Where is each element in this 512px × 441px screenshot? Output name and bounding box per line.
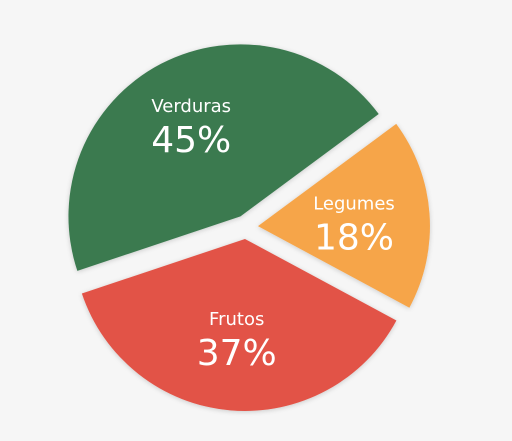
slice-legumes-wedge: [257, 123, 430, 308]
slice-frutos-label: Frutos: [209, 309, 264, 330]
slice-verduras-value: 45%: [151, 120, 231, 161]
slice-legumes-label: Legumes: [313, 193, 395, 214]
slice-verduras-wedge: [68, 44, 379, 271]
slice-verduras-label: Verduras: [151, 96, 231, 117]
slice-legumes-value: 18%: [314, 217, 394, 258]
slice-verduras: Verduras 45%: [68, 44, 379, 271]
slice-frutos-value: 37%: [197, 333, 277, 374]
slice-frutos: Frutos 37%: [81, 238, 397, 411]
slice-frutos-wedge: [81, 238, 397, 411]
slice-legumes: Legumes 18%: [257, 123, 430, 308]
